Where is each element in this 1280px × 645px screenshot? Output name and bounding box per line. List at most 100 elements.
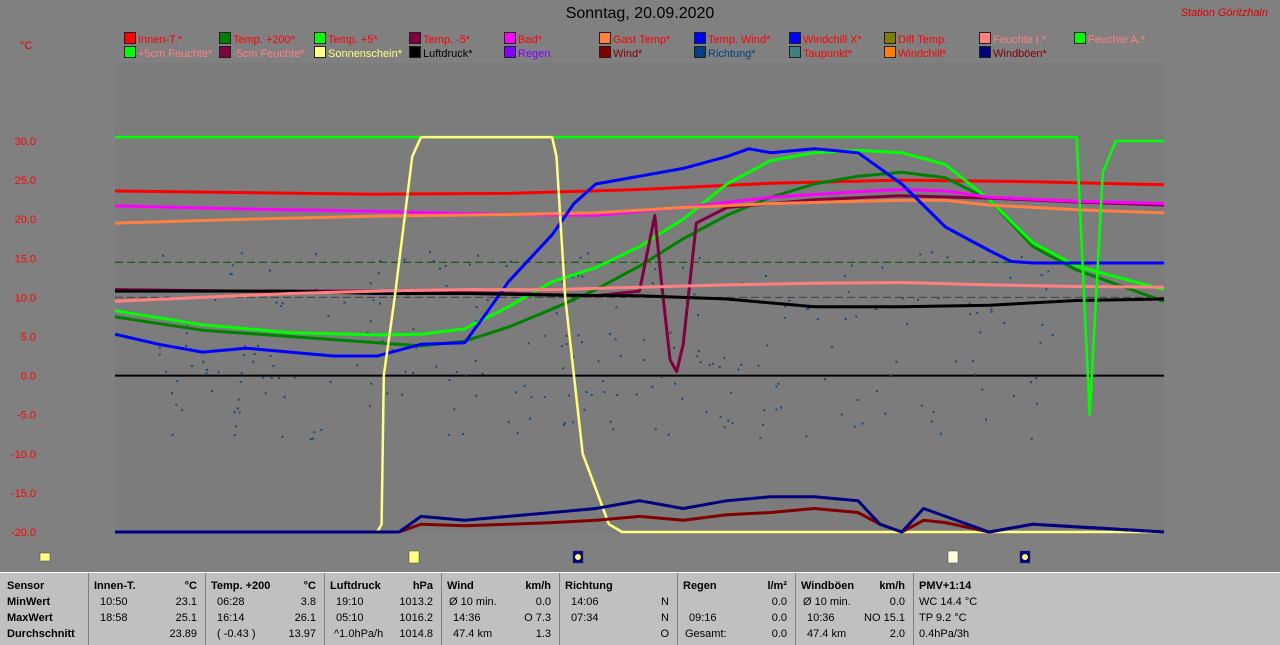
legend-swatch	[884, 32, 896, 44]
direction-point	[563, 421, 566, 424]
stats-time: 10:50	[100, 596, 128, 608]
series-line	[115, 289, 1165, 309]
legend-swatch	[504, 46, 516, 58]
direction-point	[562, 367, 565, 370]
y-tick-label: 0.0	[21, 371, 36, 383]
legend-item: Taupunkt*	[789, 46, 852, 60]
direction-point	[780, 406, 783, 409]
legend-label: Diff Temp.	[898, 34, 948, 46]
stats-value: 2.0	[889, 628, 905, 640]
direction-point	[269, 269, 272, 272]
stats-row-label: Durchschnitt	[7, 628, 75, 640]
legend-swatch	[219, 32, 231, 44]
direction-point	[1035, 402, 1038, 405]
direction-point	[369, 282, 372, 285]
direction-point	[1040, 274, 1043, 277]
direction-point	[719, 415, 722, 418]
direction-point	[651, 282, 654, 285]
chart-title: Sonntag, 20.09.2020	[565, 5, 715, 22]
direction-point	[379, 260, 382, 263]
direction-point	[939, 432, 942, 435]
direction-point	[233, 411, 236, 414]
stats-header: Regen	[683, 580, 717, 592]
direction-point	[214, 298, 217, 301]
stats-value: 1016.2	[399, 612, 433, 624]
direction-point	[240, 252, 243, 255]
legend-swatch	[409, 46, 421, 58]
stats-time: Gesamt:	[685, 628, 727, 640]
direction-point	[567, 394, 570, 397]
direction-point	[309, 437, 312, 440]
stats-value: 0.0	[771, 596, 787, 608]
direction-point	[369, 320, 372, 323]
direction-point	[412, 371, 415, 374]
stats-value: 26.1	[294, 612, 316, 624]
stats-time: 07:34	[571, 612, 599, 624]
direction-point	[252, 360, 255, 363]
direction-point	[158, 346, 161, 349]
direction-point	[902, 297, 905, 300]
direction-point	[412, 328, 415, 331]
y-tick-label: 10.0	[15, 292, 36, 304]
direction-point	[516, 432, 519, 435]
direction-point	[166, 296, 169, 299]
direction-point	[783, 316, 786, 319]
direction-point	[475, 306, 478, 309]
stats-value: O	[660, 628, 669, 640]
direction-point	[565, 335, 568, 338]
direction-point	[619, 354, 622, 357]
stats-value: 1014.8	[399, 628, 433, 640]
legend-swatch	[124, 32, 136, 44]
legend-item: -5cm Feuchte*	[219, 46, 305, 60]
stats-col-windboeen: Windböen km/h Ø 10 min. 0.0 10:36 NO 15.…	[795, 573, 914, 645]
direction-point	[609, 420, 612, 423]
legend-label: Temp. +5*	[328, 34, 378, 46]
direction-point	[727, 419, 730, 422]
direction-point	[234, 425, 237, 428]
direction-point	[577, 334, 580, 337]
stats-time: 06:28	[217, 596, 245, 608]
legend-item: Sonnenschein*	[314, 46, 402, 60]
stats-value: 0.0	[771, 612, 787, 624]
stats-time: 09:16	[689, 612, 717, 624]
direction-point	[990, 308, 993, 311]
direction-point	[320, 428, 323, 431]
direction-point	[693, 293, 696, 296]
direction-point	[642, 339, 645, 342]
stats-header: Innen-T.	[94, 580, 136, 592]
stats-col-luftdruck: Luftdruck hPa 19:10 1013.2 05:10 1016.2 …	[324, 573, 442, 645]
legend-swatch	[694, 46, 706, 58]
y-tick-labels: 30.0 25.0 20.0 15.0 10.0 5.0 0.0 -5.0 -10.0 -15.0…	[11, 136, 36, 539]
direction-point	[1041, 323, 1044, 326]
y-tick-label: 5.0	[21, 332, 36, 344]
direction-point	[229, 272, 232, 275]
direction-point	[816, 318, 819, 321]
legend-swatch	[979, 46, 991, 58]
direction-point	[850, 264, 853, 267]
direction-point	[843, 275, 846, 278]
direction-point	[974, 373, 977, 376]
direction-point	[571, 276, 574, 279]
direction-point	[475, 319, 478, 322]
direction-point	[1012, 395, 1015, 398]
direction-point	[462, 432, 465, 435]
stats-time: Ø 10 min.	[803, 596, 851, 608]
direction-point	[312, 437, 315, 440]
direction-point	[884, 412, 887, 415]
direction-point	[377, 272, 380, 275]
series-line	[114, 188, 1165, 217]
stats-value: 0.4hPa/3h	[919, 628, 970, 640]
legend-swatch	[789, 46, 801, 58]
legend-label: Regen	[518, 48, 551, 60]
direction-point	[723, 357, 726, 360]
direction-point	[293, 376, 296, 379]
direction-point	[635, 393, 638, 396]
direction-point	[257, 344, 260, 347]
direction-point	[847, 291, 850, 294]
direction-point	[205, 372, 208, 375]
direction-point	[275, 301, 278, 304]
direction-point	[920, 404, 923, 407]
direction-point	[401, 393, 404, 396]
direction-point	[543, 395, 546, 398]
direction-point	[530, 396, 533, 399]
